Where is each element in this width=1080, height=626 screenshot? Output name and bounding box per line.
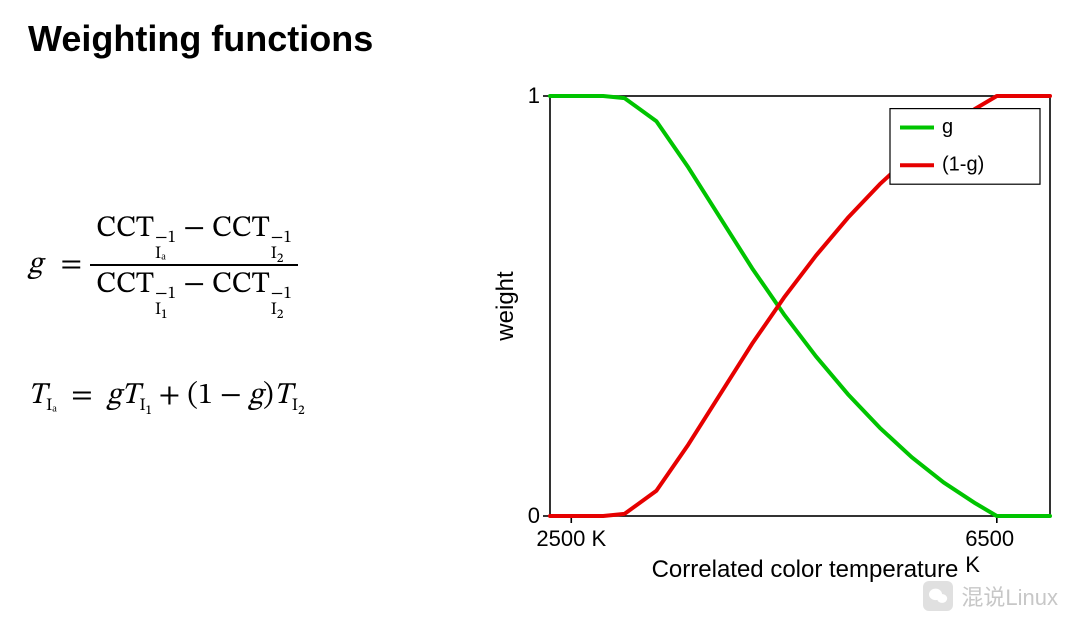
close-paren: )	[263, 381, 274, 411]
svg-text:g: g	[942, 116, 953, 138]
open-paren: (	[187, 381, 198, 411]
cct-term: CCT−1I₂	[212, 214, 292, 244]
y-axis-label: weight	[492, 271, 520, 340]
symbol-g: g	[249, 381, 264, 411]
fraction-denominator: CCT−1I₁ − CCT−1I₂	[90, 266, 298, 320]
y-tick-label: 1	[528, 83, 540, 109]
symbol-g: g	[28, 248, 53, 283]
x-tick-label: 2500 K	[536, 526, 606, 552]
svg-text:(1-g): (1-g)	[942, 154, 984, 176]
minus-sign: −	[183, 214, 212, 244]
fraction-numerator: CCT−1Iₐ − CCT−1I₂	[90, 210, 298, 264]
symbol-T: T	[274, 381, 292, 411]
symbol-T: T	[121, 381, 139, 411]
symbol-g: g	[107, 381, 122, 411]
x-tick-label: 6500 K	[965, 526, 1028, 578]
page-title: Weighting functions	[28, 18, 373, 60]
fraction: CCT−1Iₐ − CCT−1I₂ CCT−1I₁ − CCT−1I₂	[90, 210, 298, 321]
equation-g-definition: g = CCT−1Iₐ − CCT−1I₂ CCT−1I₁ − CCT−1I₂	[28, 210, 448, 321]
equals-sign: =	[53, 248, 91, 283]
minus-sign: −	[213, 381, 249, 411]
symbol-T: T	[28, 381, 46, 411]
plus-sign: +	[159, 381, 188, 411]
minus-sign: −	[183, 270, 212, 300]
cct-term: CCT−1I₁	[96, 270, 176, 300]
cct-term: CCT−1Iₐ	[96, 214, 176, 244]
cct-term: CCT−1I₂	[212, 270, 292, 300]
weighting-chart: g(1-g) weight Correlated color temperatu…	[480, 86, 1060, 606]
formula-block: g = CCT−1Iₐ − CCT−1I₂ CCT−1I₁ − CCT−1I₂ …	[28, 210, 448, 417]
equation-T-mix: TIₐ = gTI₁ + (1 − g)TI₂	[28, 377, 448, 417]
equals-sign: =	[71, 381, 93, 411]
